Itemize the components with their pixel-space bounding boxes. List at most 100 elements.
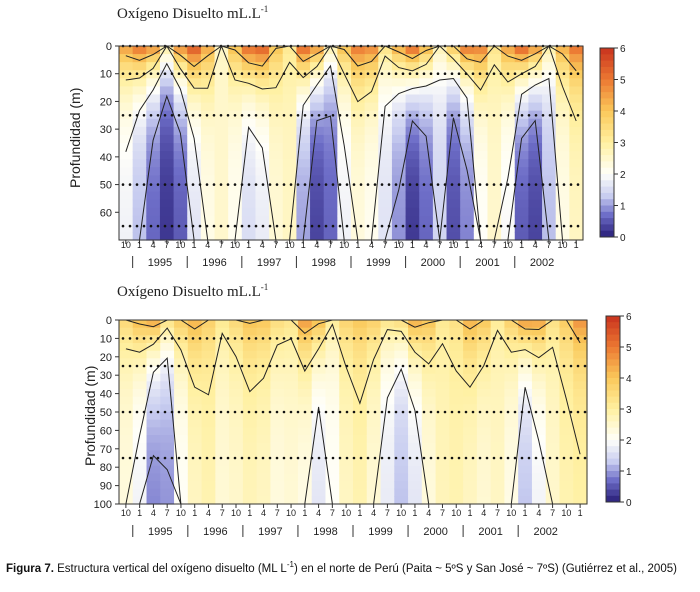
heatmap-cell — [173, 159, 188, 168]
heatmap-cell — [256, 496, 272, 505]
sample-dot — [443, 456, 447, 460]
sample-dot — [303, 72, 307, 75]
heatmap-cell — [146, 102, 161, 112]
heatmap-cell — [380, 396, 395, 405]
heatmap-cell — [351, 70, 366, 79]
heatmap-cell — [200, 54, 216, 63]
heatmap-cell — [119, 396, 134, 405]
heatmap-cell — [487, 223, 502, 233]
heatmap-cell — [269, 126, 284, 136]
heatmap-cell — [270, 465, 285, 474]
sample-dot — [387, 456, 391, 460]
x-tick-label: 7 — [275, 508, 280, 518]
heatmap-cell — [146, 143, 161, 152]
heatmap-cell — [241, 62, 257, 71]
heatmap-cell — [353, 435, 368, 444]
heatmap-cell — [394, 481, 409, 490]
heatmap-cell — [242, 373, 258, 382]
sample-dot — [128, 114, 132, 117]
heatmap-cell — [353, 496, 368, 505]
sample-dot — [569, 456, 573, 460]
heatmap-cell — [146, 327, 161, 336]
heatmap-cell — [514, 191, 530, 201]
colorbar-segment — [600, 148, 614, 156]
sample-dot — [562, 114, 566, 117]
heatmap-cell — [282, 207, 298, 217]
heatmap-cell — [421, 419, 437, 428]
heatmap-cell — [366, 458, 382, 467]
heatmap-cell — [214, 62, 229, 71]
heatmap-cell — [460, 215, 475, 225]
heatmap-cell — [242, 488, 258, 497]
heatmap-cell — [160, 343, 175, 352]
sample-dot — [191, 224, 195, 228]
heatmap-cell — [323, 223, 338, 233]
x-tick-label: 10 — [175, 240, 185, 250]
colorbar-segment — [606, 396, 620, 404]
sample-dot — [478, 114, 482, 117]
sample-dot — [205, 337, 209, 340]
sample-dot — [401, 337, 405, 340]
heatmap-cell — [256, 343, 272, 352]
sample-dot — [352, 364, 356, 368]
heatmap-cell — [284, 481, 299, 490]
x-year-label: 2002 — [530, 257, 554, 269]
heatmap-cell — [229, 496, 244, 505]
heatmap-cell — [446, 175, 461, 185]
sample-dot — [436, 224, 440, 228]
heatmap-cell — [518, 481, 533, 490]
heatmap-cell — [473, 151, 489, 160]
heatmap-cell — [339, 350, 354, 359]
heatmap-cell — [518, 404, 533, 413]
heatmap-cell — [353, 458, 368, 467]
colorbar-segment — [606, 384, 620, 391]
heatmap-cell — [569, 199, 584, 209]
sample-dot — [499, 364, 503, 368]
sample-dot — [457, 72, 461, 75]
sample-dot — [394, 72, 398, 75]
sample-dot — [499, 410, 503, 414]
heatmap-cell — [296, 86, 311, 96]
sample-dot — [464, 456, 468, 460]
heatmap-cell — [269, 231, 284, 241]
heatmap-cell — [487, 175, 502, 185]
heatmap-cell — [160, 450, 175, 459]
heatmap-cell — [214, 54, 229, 63]
heatmap-cell — [531, 381, 547, 390]
heatmap-cell — [569, 102, 584, 112]
colorbar-segment — [600, 192, 614, 200]
sample-dot — [289, 410, 293, 414]
heatmap-cell — [421, 465, 437, 474]
colorbar-segment — [600, 218, 614, 225]
heatmap-cell — [215, 496, 230, 505]
sample-dot — [240, 183, 244, 186]
heatmap-cell — [364, 143, 379, 152]
heatmap-cell — [528, 207, 543, 217]
heatmap-cell — [476, 381, 492, 390]
heatmap-cell — [229, 442, 244, 451]
heatmap-cell — [146, 126, 161, 136]
heatmap-cell — [187, 450, 203, 459]
heatmap-cell — [559, 381, 574, 390]
heatmap-cell — [432, 78, 448, 88]
heatmap-cell — [311, 412, 327, 421]
x-year-label: 2001 — [475, 257, 499, 269]
heatmap-cell — [297, 327, 313, 336]
heatmap-cell — [487, 191, 502, 201]
colorbar-segment — [606, 477, 620, 484]
heatmap-cell — [297, 381, 313, 390]
sample-dot — [576, 72, 580, 75]
sample-dot — [450, 456, 454, 460]
sample-dot — [191, 456, 195, 460]
x-tick-label: 1 — [301, 240, 306, 250]
sample-dot — [415, 183, 419, 186]
sample-dot — [184, 183, 188, 186]
heatmap-cell — [514, 94, 530, 104]
heatmap-cell — [119, 412, 134, 421]
sample-dot — [128, 456, 132, 460]
heatmap-cell — [337, 102, 352, 112]
heatmap-cell — [528, 215, 543, 225]
sample-dot — [331, 456, 335, 460]
heatmap-cell — [311, 389, 327, 398]
heatmap-cell — [214, 46, 229, 55]
